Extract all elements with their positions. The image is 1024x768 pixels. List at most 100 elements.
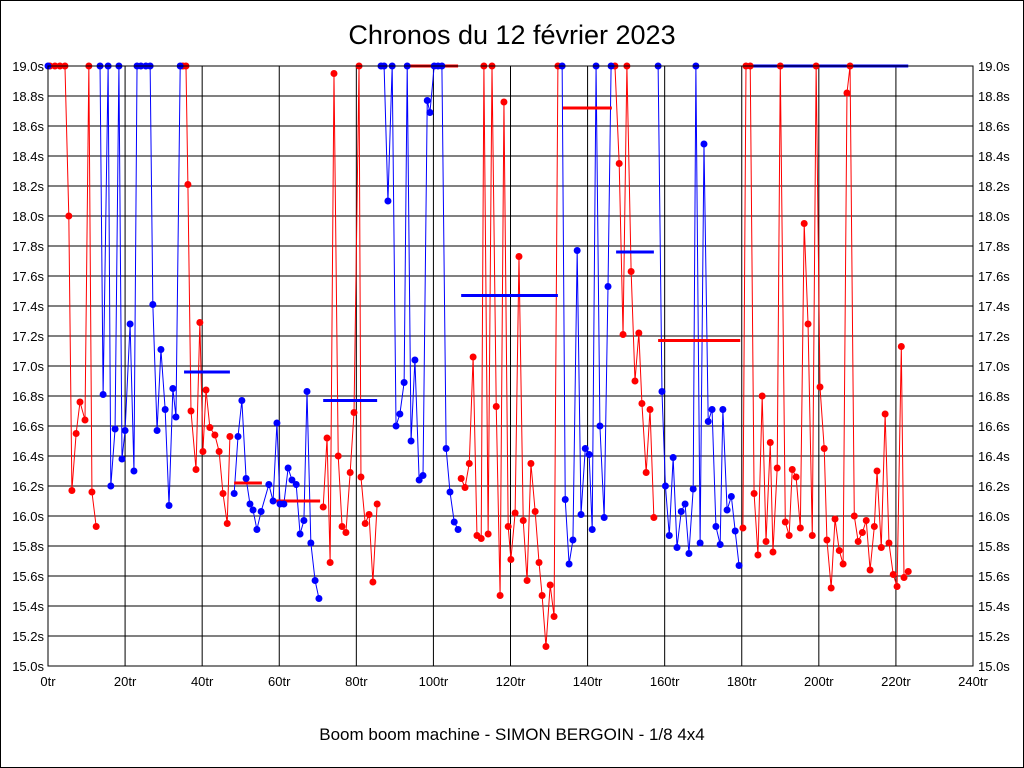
red-lap-point <box>196 319 204 326</box>
blue-lap-point <box>669 454 677 461</box>
blue-lap-point <box>107 482 115 490</box>
y-tick-label-left: 17.2s <box>12 329 44 344</box>
red-lap-point <box>342 529 350 536</box>
red-lap-point <box>831 515 839 523</box>
red-lap-point <box>346 469 354 476</box>
red-lap-point <box>477 535 485 542</box>
y-tick-label-left: 17.0s <box>12 359 44 374</box>
blue-lap-point <box>169 385 177 392</box>
blue-lap-point <box>681 500 689 508</box>
red-lap-point <box>507 556 515 563</box>
blue-lap-point <box>411 356 419 364</box>
y-tick-label-left: 18.6s <box>12 119 44 134</box>
red-lap-point <box>893 583 901 590</box>
red-lap-point <box>858 529 866 536</box>
blue-series-line <box>561 65 612 565</box>
blue-lap-point <box>727 493 735 500</box>
y-tick-label-right: 18.6s <box>978 119 1010 134</box>
red-lap-point <box>511 509 519 517</box>
y-tick-label-left: 16.0s <box>12 509 44 524</box>
red-lap-point <box>827 584 835 592</box>
blue-series-line <box>381 65 459 530</box>
red-series-line <box>614 65 655 518</box>
red-lap-point <box>754 551 762 559</box>
red-lap-point <box>492 403 500 410</box>
y-tick-label-left: 18.8s <box>12 89 44 104</box>
red-lap-point <box>76 398 84 406</box>
blue-lap-point <box>238 397 246 404</box>
red-series-line <box>49 65 97 527</box>
red-lap-point <box>531 508 539 515</box>
red-series-line <box>742 65 909 589</box>
blue-lap-point <box>300 517 308 524</box>
red-lap-point <box>773 464 781 472</box>
red-lap-point <box>465 460 473 467</box>
red-lap-point <box>187 407 195 415</box>
red-lap-point <box>739 524 747 532</box>
blue-lap-point <box>384 197 392 205</box>
x-tick-label: 140tr <box>573 674 603 689</box>
blue-lap-point <box>588 526 596 533</box>
y-tick-label-right: 17.4s <box>978 299 1010 314</box>
red-lap-point <box>870 523 878 530</box>
red-lap-point <box>808 532 816 539</box>
x-tick-label: 180tr <box>727 674 757 689</box>
red-lap-point <box>796 524 804 532</box>
x-tick-label: 200tr <box>804 674 834 689</box>
red-lap-point <box>369 578 377 586</box>
red-lap-point <box>338 523 346 530</box>
blue-series-line <box>48 65 181 506</box>
y-tick-label-right: 15.8s <box>978 539 1010 554</box>
red-lap-point <box>646 406 654 413</box>
red-lap-point <box>788 466 796 473</box>
y-tick-label-left: 18.0s <box>12 209 44 224</box>
red-series-line <box>182 65 231 524</box>
x-tick-label: 240tr <box>958 674 988 689</box>
y-tick-label-left: 15.2s <box>12 629 44 644</box>
y-tick-label-right: 18.0s <box>978 209 1010 224</box>
red-lap-point <box>769 548 777 556</box>
red-lap-point <box>215 448 223 455</box>
red-lap-point <box>839 560 847 568</box>
y-tick-label-left: 16.6s <box>12 419 44 434</box>
red-lap-point <box>804 320 812 328</box>
y-tick-label-right: 17.8s <box>978 239 1010 254</box>
red-lap-point <box>219 490 227 497</box>
red-lap-point <box>500 98 508 106</box>
blue-lap-point <box>581 445 589 452</box>
blue-lap-point <box>731 527 739 535</box>
red-lap-point <box>92 523 100 530</box>
y-tick-label-right: 15.6s <box>978 569 1010 584</box>
blue-lap-point <box>99 391 107 398</box>
red-lap-point <box>550 613 558 620</box>
red-lap-point <box>515 253 523 260</box>
blue-lap-point <box>303 388 311 395</box>
red-lap-point <box>68 487 76 494</box>
red-lap-point <box>542 643 550 650</box>
y-tick-label-left: 16.8s <box>12 389 44 404</box>
red-lap-point <box>538 592 546 599</box>
red-lap-point <box>496 592 504 599</box>
plot-border <box>47 65 974 667</box>
blue-lap-point <box>292 481 300 488</box>
red-lap-point <box>900 574 908 581</box>
red-lap-point <box>750 490 758 497</box>
blue-lap-point <box>661 482 669 490</box>
x-axis-label: Boom boom machine - SIMON BERGOIN - 1/8 … <box>319 725 704 744</box>
red-lap-point <box>642 469 650 476</box>
y-tick-label-left: 17.6s <box>12 269 44 284</box>
blue-lap-point <box>311 577 319 584</box>
blue-lap-point <box>561 496 569 503</box>
blue-lap-point <box>246 500 254 508</box>
red-lap-point <box>523 577 531 584</box>
red-lap-point <box>635 329 643 337</box>
blue-lap-point <box>450 518 458 526</box>
x-tick-label: 220tr <box>881 674 911 689</box>
blue-lap-point <box>719 406 727 413</box>
red-lap-point <box>461 484 469 491</box>
red-lap-point <box>361 520 369 527</box>
y-tick-label-right: 18.2s <box>978 179 1010 194</box>
y-tick-label-left: 15.8s <box>12 539 44 554</box>
blue-lap-point <box>704 418 712 425</box>
